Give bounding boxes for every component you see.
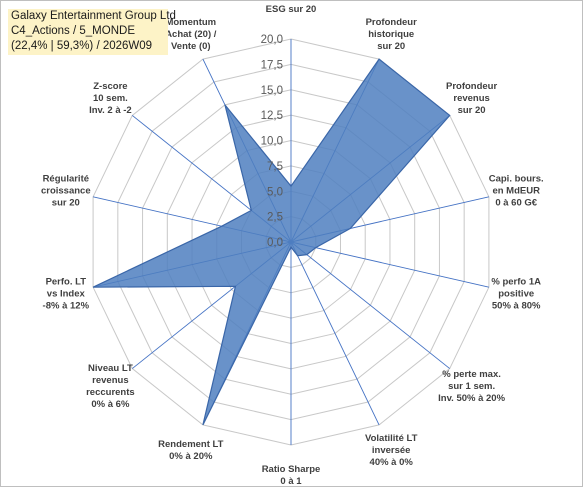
axis-label: % perfo 1A positive 50% à 80% — [491, 276, 541, 311]
radial-tick-label: 12,5 — [261, 110, 283, 122]
axis-label: Profondeur historique sur 20 — [366, 17, 417, 52]
axis-label: Régularité croissance sur 20 — [41, 174, 91, 209]
axis-label: Rendement LT 0% à 20% — [158, 439, 223, 462]
axis-label: NoteESG sur 20 — [266, 0, 317, 15]
radial-tick-label: 7,5 — [267, 161, 283, 173]
axis-label: Momentum Achat (20) / Vente (0) — [165, 17, 217, 52]
radial-tick-label: 10,0 — [261, 136, 283, 148]
axis-spoke — [290, 241, 380, 426]
series-area — [92, 58, 451, 426]
tick-label-layer: 0,0 2,5 5,0 7,5 10,0 12,5 15,0 17,5 20,0 — [261, 34, 283, 249]
axis-label: Perfo. LT vs Index -8% à 12% — [43, 276, 90, 311]
axis-label: Profondeur revenus sur 20 — [446, 81, 497, 116]
axis-label: Volatilité LT inversée 40% à 0% — [365, 433, 418, 468]
radial-tick-label: 20,0 — [261, 34, 283, 46]
chart-title-box: Galaxy Entertainment Group Ltd C4_Action… — [8, 9, 176, 55]
radial-tick-label: 15,0 — [261, 85, 283, 97]
radial-tick-label: 0,0 — [267, 237, 283, 249]
axis-label: Ratio Sharpe 0 à 1 — [262, 464, 321, 487]
radial-tick-label: 5,0 — [267, 186, 283, 198]
axis-label: Niveau LT revenus reccurents 0% à 6% — [86, 363, 135, 410]
axis-spoke — [290, 241, 450, 369]
title-stats: (22,4% | 59,3%) / 2026W09 — [11, 40, 153, 52]
title-category: C4_Actions / 5_MONDE — [11, 25, 135, 37]
title-company: Galaxy Entertainment Group Ltd — [11, 10, 176, 22]
radial-tick-label: 17,5 — [261, 59, 283, 71]
series-layer — [92, 58, 451, 426]
axis-spoke — [290, 241, 490, 288]
axis-label: Capi. bours. en MdEUR 0 à 60 G€ — [489, 174, 544, 209]
axis-label: Z-score 10 sem. Inv. 2 à -2 — [89, 81, 132, 116]
axis-label: % perte max. sur 1 sem. Inv. 50% à 20% — [438, 369, 505, 404]
radial-tick-label: 2,5 — [267, 212, 283, 224]
